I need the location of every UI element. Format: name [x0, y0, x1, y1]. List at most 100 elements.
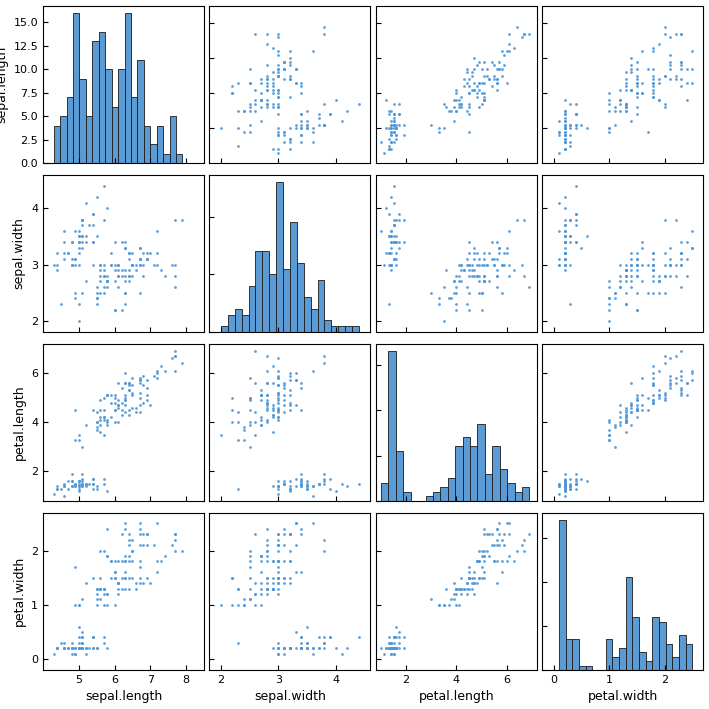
Point — [330, 94, 342, 106]
Point — [479, 91, 490, 102]
Point — [391, 123, 402, 134]
Point — [388, 648, 399, 659]
Point — [141, 253, 152, 264]
Point — [564, 483, 576, 494]
Bar — [666, 644, 672, 670]
Point — [391, 129, 402, 140]
Point — [453, 94, 464, 106]
Bar — [448, 479, 455, 501]
Point — [615, 412, 626, 423]
Point — [464, 572, 475, 584]
Point — [466, 270, 477, 281]
Point — [91, 642, 102, 654]
Point — [66, 481, 77, 492]
Point — [479, 550, 490, 562]
Point — [481, 259, 492, 270]
Point — [375, 225, 386, 237]
Bar — [500, 469, 507, 501]
Point — [290, 642, 301, 654]
Point — [279, 382, 290, 393]
Point — [307, 45, 318, 57]
Point — [620, 264, 632, 276]
Point — [77, 478, 88, 489]
Point — [80, 419, 91, 430]
Point — [469, 578, 480, 589]
Point — [451, 583, 462, 594]
Point — [461, 578, 472, 589]
Point — [273, 648, 284, 659]
Point — [659, 101, 670, 113]
Point — [279, 572, 290, 584]
Point — [244, 119, 255, 130]
Point — [250, 529, 261, 540]
Point — [301, 119, 313, 130]
Point — [59, 225, 70, 237]
Point — [676, 259, 687, 270]
Point — [391, 642, 402, 654]
Point — [609, 119, 620, 130]
Point — [155, 556, 167, 567]
Point — [375, 642, 386, 654]
Point — [471, 556, 482, 567]
Point — [615, 281, 626, 293]
Bar — [679, 635, 686, 670]
Point — [433, 293, 445, 304]
Point — [116, 397, 128, 408]
Point — [393, 98, 404, 109]
Point — [559, 123, 570, 134]
Point — [451, 84, 462, 95]
Point — [564, 119, 576, 130]
Point — [98, 214, 109, 225]
Point — [664, 60, 676, 71]
Point — [301, 483, 313, 494]
Point — [273, 31, 284, 43]
Point — [109, 276, 121, 287]
Point — [116, 583, 128, 594]
Point — [659, 387, 670, 398]
Point — [493, 529, 505, 540]
Point — [84, 642, 95, 654]
Point — [262, 365, 273, 376]
Point — [273, 402, 284, 413]
Point — [388, 642, 399, 654]
Point — [559, 123, 570, 134]
Point — [273, 566, 284, 578]
Point — [313, 478, 325, 489]
Point — [98, 545, 109, 557]
Point — [559, 476, 570, 487]
Point — [559, 478, 570, 489]
Point — [576, 473, 587, 484]
Point — [615, 84, 626, 95]
Point — [69, 434, 81, 445]
Point — [648, 397, 659, 408]
Point — [116, 404, 128, 415]
Point — [336, 478, 347, 489]
Point — [637, 399, 648, 411]
Point — [681, 377, 693, 389]
Point — [313, 119, 325, 130]
Point — [564, 98, 576, 109]
Point — [94, 394, 106, 406]
Point — [648, 45, 659, 57]
Point — [98, 599, 109, 610]
Point — [631, 304, 642, 316]
Point — [564, 140, 576, 151]
Point — [388, 116, 399, 127]
Point — [120, 394, 131, 406]
Point — [77, 478, 88, 489]
Point — [464, 101, 475, 113]
Point — [386, 136, 397, 147]
Point — [73, 247, 84, 259]
Point — [73, 642, 84, 654]
Point — [296, 119, 307, 130]
Point — [489, 259, 500, 270]
Point — [620, 98, 632, 109]
Point — [479, 94, 490, 106]
Point — [296, 642, 307, 654]
Point — [474, 84, 485, 95]
Point — [670, 259, 681, 270]
Point — [307, 481, 318, 492]
Point — [52, 642, 63, 654]
Point — [273, 101, 284, 113]
Point — [519, 534, 530, 545]
